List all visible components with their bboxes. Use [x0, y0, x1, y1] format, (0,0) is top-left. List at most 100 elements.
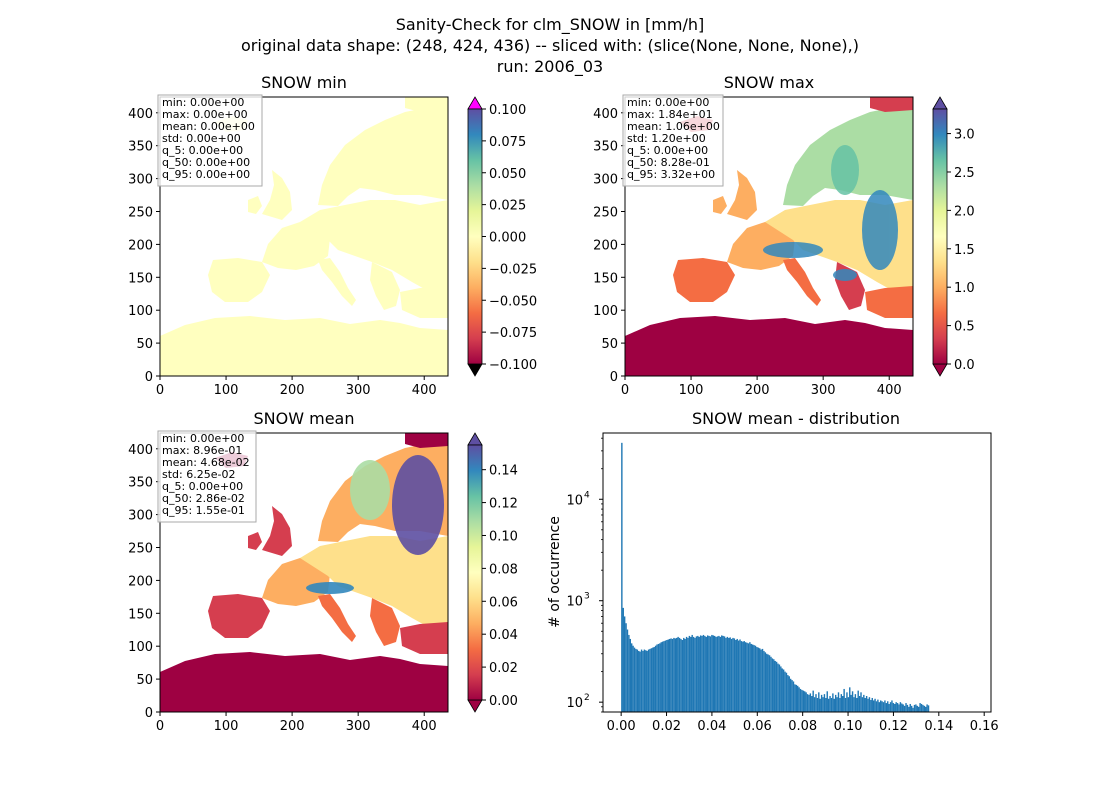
y-tick-label: 300 — [128, 173, 153, 188]
stats-min: min: 0.00e+00 — [627, 96, 709, 109]
histogram-bar — [761, 648, 764, 712]
colorbar-tick-label: 2.0 — [954, 204, 975, 219]
histogram-bar — [903, 705, 906, 712]
stats-q50: q_50: 0.00e+00 — [162, 156, 250, 169]
land-britain — [727, 170, 757, 220]
histogram-bar — [833, 698, 835, 712]
histogram-bar — [872, 700, 875, 712]
histogram-bar — [812, 690, 814, 712]
stats-max: max: 0.00e+00 — [162, 108, 248, 121]
histogram-bar — [870, 700, 872, 712]
histogram-bar — [704, 635, 706, 712]
y-tick-label: 100 — [128, 304, 153, 319]
histogram-bar — [653, 646, 655, 712]
x-tick-label: 200 — [745, 383, 770, 398]
histogram-bar — [726, 636, 729, 712]
histogram-bar — [712, 635, 714, 712]
histogram-bar — [698, 636, 700, 712]
axes-frame — [159, 432, 449, 713]
colorbar-gradient — [467, 108, 483, 365]
land-iberia — [208, 594, 270, 638]
histogram-bar — [787, 675, 789, 712]
histogram-bar — [736, 638, 738, 712]
y-tick-label: 150 — [128, 607, 153, 622]
histogram-bar — [905, 703, 907, 712]
y-tick-label: 200 — [593, 238, 618, 253]
land-britain — [262, 506, 292, 556]
map-snow-mean — [160, 433, 448, 712]
x-tick-label: 200 — [280, 719, 305, 734]
histogram-bar — [691, 634, 693, 712]
histogram-bar — [927, 705, 930, 712]
stats-legend: min: 0.00e+00 max: 8.96e-01 mean: 4.68e-… — [157, 430, 257, 523]
histogram-bar — [688, 635, 691, 712]
x-axis-ticks: 0.00 0.02 0.04 0.06 0.08 0.10 0.12 0.14 0.16 — [607, 712, 999, 734]
panel-title-snow-min: SNOW min — [261, 73, 347, 92]
x-tick-label: 100 — [679, 383, 704, 398]
histogram-bar — [851, 691, 854, 712]
panel-snow-mean-distribution: SNOW mean - distribution 0.00 0.02 0.04 0.0… — [547, 409, 999, 734]
y-tick-label: 10 — [566, 493, 583, 508]
x-tick-label: 300 — [811, 383, 836, 398]
x-axis-ticks: 0 100 200 300 400 — [156, 376, 437, 398]
histogram-bar — [825, 697, 827, 712]
land-france-central — [262, 220, 330, 270]
y-tick-label: 300 — [128, 509, 153, 524]
histogram-bar — [826, 691, 828, 712]
histogram-bar — [699, 635, 702, 712]
histogram-bar — [771, 658, 774, 712]
colorbar-snow-max: 0.0 0.5 1.0 1.5 2.0 2.5 3.0 — [932, 96, 975, 377]
histogram-bar — [788, 676, 790, 712]
histogram-bar — [739, 639, 741, 712]
histogram-bar — [815, 694, 817, 712]
histogram-bar — [759, 648, 761, 712]
y-tick-label: 250 — [128, 541, 153, 556]
histogram-bar — [847, 697, 850, 712]
histogram-bar — [629, 638, 631, 712]
y-tick-label: 350 — [128, 476, 153, 491]
colorbar-gradient — [467, 444, 483, 701]
histogram-bar — [819, 698, 821, 712]
land-ireland — [248, 196, 262, 214]
y-tick-label: 150 — [593, 271, 618, 286]
histogram-bar — [670, 638, 672, 712]
histogram-bar — [864, 697, 866, 712]
panel-snow-max: SNOW max — [593, 73, 975, 398]
colorbar-tick-label: 1.0 — [954, 281, 975, 296]
land-north-top — [870, 97, 913, 112]
land-anatolia — [400, 286, 448, 318]
histogram-bar — [884, 700, 886, 712]
stats-max: max: 8.96e-01 — [162, 444, 242, 457]
x-tick-label: 0.14 — [924, 719, 953, 734]
suptitle-line-2: original data shape: (248, 424, 436) -- … — [241, 36, 859, 55]
y-tick-label: 350 — [128, 140, 153, 155]
land-italy — [318, 594, 356, 642]
histogram-bar — [661, 641, 664, 712]
histogram-bar — [643, 649, 646, 712]
histogram-bar — [766, 653, 768, 712]
histogram-bar — [649, 648, 651, 712]
colorbar-tick-label: 0.0 — [954, 358, 975, 373]
x-tick-label: 0 — [156, 383, 164, 398]
colorbar-extend-bottom — [467, 363, 483, 377]
histogram-bar — [770, 656, 772, 712]
y-tick-label: 50 — [136, 337, 153, 352]
y-tick-label: 0 — [145, 706, 153, 721]
histogram-bar — [913, 704, 916, 712]
y-tick-label: 50 — [136, 673, 153, 688]
histogram-bar — [626, 629, 629, 712]
colorbar-tick-label: 0.02 — [489, 661, 518, 676]
histogram-bar — [830, 697, 833, 712]
x-tick-label: 0.10 — [834, 719, 863, 734]
y-tick-label: 400 — [128, 443, 153, 458]
histogram-bar — [638, 650, 640, 712]
histogram-bar — [822, 697, 824, 712]
colorbar-extend-top — [467, 96, 483, 110]
histogram-bar — [799, 688, 802, 712]
land-italy — [783, 258, 821, 306]
colorbar-extend-bottom — [467, 699, 483, 713]
y-tick-label: 50 — [601, 337, 618, 352]
panel-title-snow-mean: SNOW mean — [254, 409, 355, 428]
histogram-bar — [754, 645, 757, 712]
